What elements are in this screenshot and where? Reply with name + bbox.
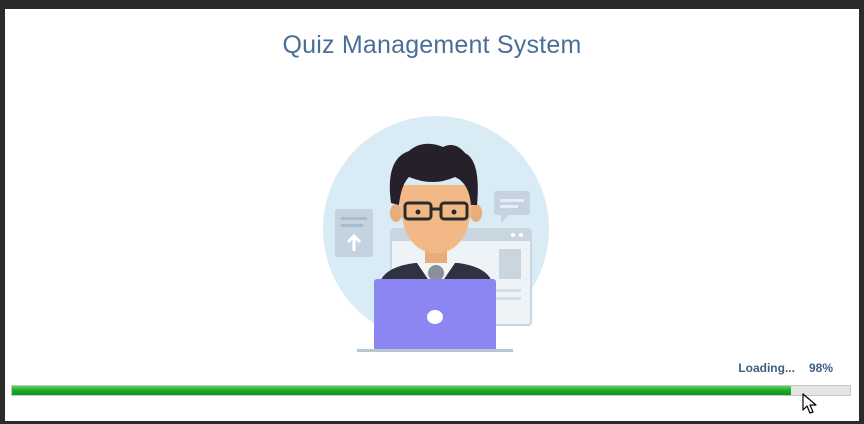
loading-label: Loading...: [738, 361, 795, 375]
loading-status: Loading... 98%: [738, 361, 833, 375]
progress-bar-fill: [12, 386, 792, 395]
app-title: Quiz Management System: [282, 31, 582, 59]
person-at-laptop-illustration: [323, 116, 549, 352]
splash-window: Quiz Management System: [5, 9, 859, 421]
loading-percent: 98%: [808, 361, 833, 375]
mouse-pointer-icon: [802, 393, 817, 414]
loading-progress-bar: [11, 385, 851, 396]
